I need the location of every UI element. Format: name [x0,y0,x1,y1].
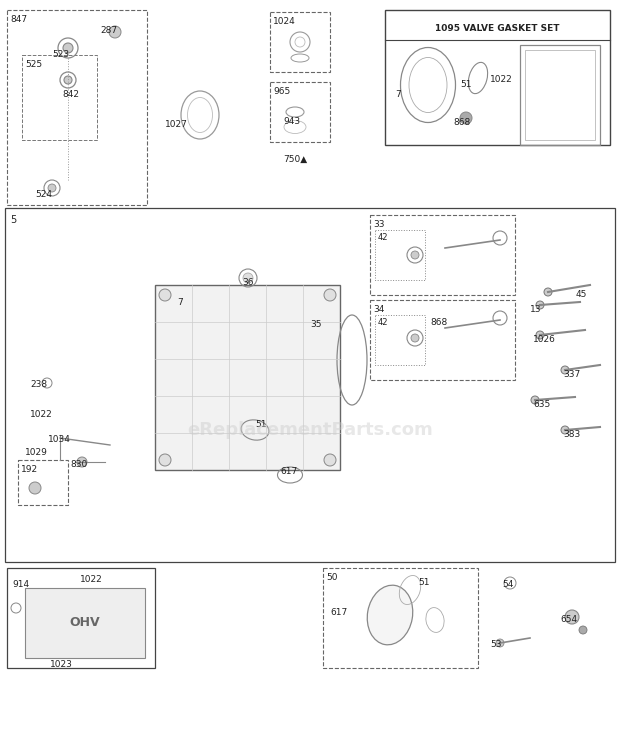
Text: 7: 7 [177,298,183,307]
Text: 1029: 1029 [25,448,48,457]
Text: 842: 842 [62,90,79,99]
Circle shape [565,610,579,624]
Text: 35: 35 [310,320,322,329]
Text: 1022: 1022 [490,75,513,84]
Bar [5,208,615,562]
Text: 238: 238 [30,380,47,389]
Text: 654: 654 [560,615,577,624]
Circle shape [561,366,569,374]
Bar [385,10,610,145]
Text: 42: 42 [378,318,389,327]
Bar [22,55,97,140]
Text: 1023: 1023 [50,660,73,669]
Text: 965: 965 [273,87,290,96]
Text: 914: 914 [12,580,29,589]
Text: 42: 42 [378,233,389,242]
Circle shape [324,289,336,301]
Text: 1034: 1034 [48,435,71,444]
Circle shape [324,454,336,466]
Text: 45: 45 [576,290,587,299]
Text: 34: 34 [373,305,384,314]
Bar [323,568,478,668]
Circle shape [159,289,171,301]
Text: 1022: 1022 [80,575,103,584]
Text: 51: 51 [255,420,267,429]
Text: 51: 51 [460,80,471,89]
Text: 1027: 1027 [165,120,188,129]
Circle shape [64,76,72,84]
Circle shape [460,112,472,124]
Text: 1024: 1024 [273,17,296,26]
Text: 525: 525 [25,60,42,69]
Circle shape [243,273,253,283]
Text: 617: 617 [280,467,297,476]
Circle shape [29,482,41,494]
Circle shape [579,626,587,634]
Text: 51: 51 [418,578,430,587]
Bar [520,45,600,145]
Text: 1022: 1022 [30,410,53,419]
Circle shape [48,184,56,192]
Text: 617: 617 [330,608,347,617]
Bar [525,50,595,140]
Circle shape [544,288,552,296]
Ellipse shape [367,586,413,645]
Bar [375,230,425,280]
Text: 943: 943 [283,117,300,126]
Text: 5: 5 [10,215,16,225]
Bar [270,82,330,142]
Text: 36: 36 [242,278,254,287]
Bar [7,568,155,668]
Text: 7: 7 [395,90,401,99]
Circle shape [531,396,539,404]
Circle shape [77,457,87,467]
Text: 337: 337 [563,370,580,379]
Text: 1095 VALVE GASKET SET: 1095 VALVE GASKET SET [435,24,559,33]
Text: 523: 523 [52,50,69,59]
Bar [270,12,330,72]
Bar [375,315,425,365]
Text: 13: 13 [530,305,541,314]
Bar [370,215,515,295]
Text: 1026: 1026 [533,335,556,344]
Circle shape [561,426,569,434]
Text: 33: 33 [373,220,384,229]
Text: 524: 524 [35,190,52,199]
Bar [155,285,340,470]
Circle shape [536,301,544,309]
Text: 847: 847 [10,15,27,24]
Circle shape [63,43,73,53]
Text: 50: 50 [326,573,337,582]
Text: OHV: OHV [69,617,100,629]
Circle shape [109,26,121,38]
Text: 287: 287 [100,26,117,35]
Text: eReplacementParts.com: eReplacementParts.com [187,421,433,439]
Text: 868: 868 [453,118,470,127]
Bar [7,10,147,205]
Bar [370,300,515,380]
Text: 830: 830 [70,460,87,469]
Text: 868: 868 [430,318,447,327]
Text: 383: 383 [563,430,580,439]
Circle shape [159,454,171,466]
Bar [18,460,68,505]
Text: 750▲: 750▲ [283,155,307,164]
Circle shape [411,334,419,342]
Bar [25,588,145,658]
Circle shape [411,251,419,259]
Text: 635: 635 [533,400,551,409]
Text: 192: 192 [21,465,38,474]
Text: 54: 54 [502,580,513,589]
Circle shape [536,331,544,339]
Circle shape [496,639,504,647]
Text: 53: 53 [490,640,502,649]
